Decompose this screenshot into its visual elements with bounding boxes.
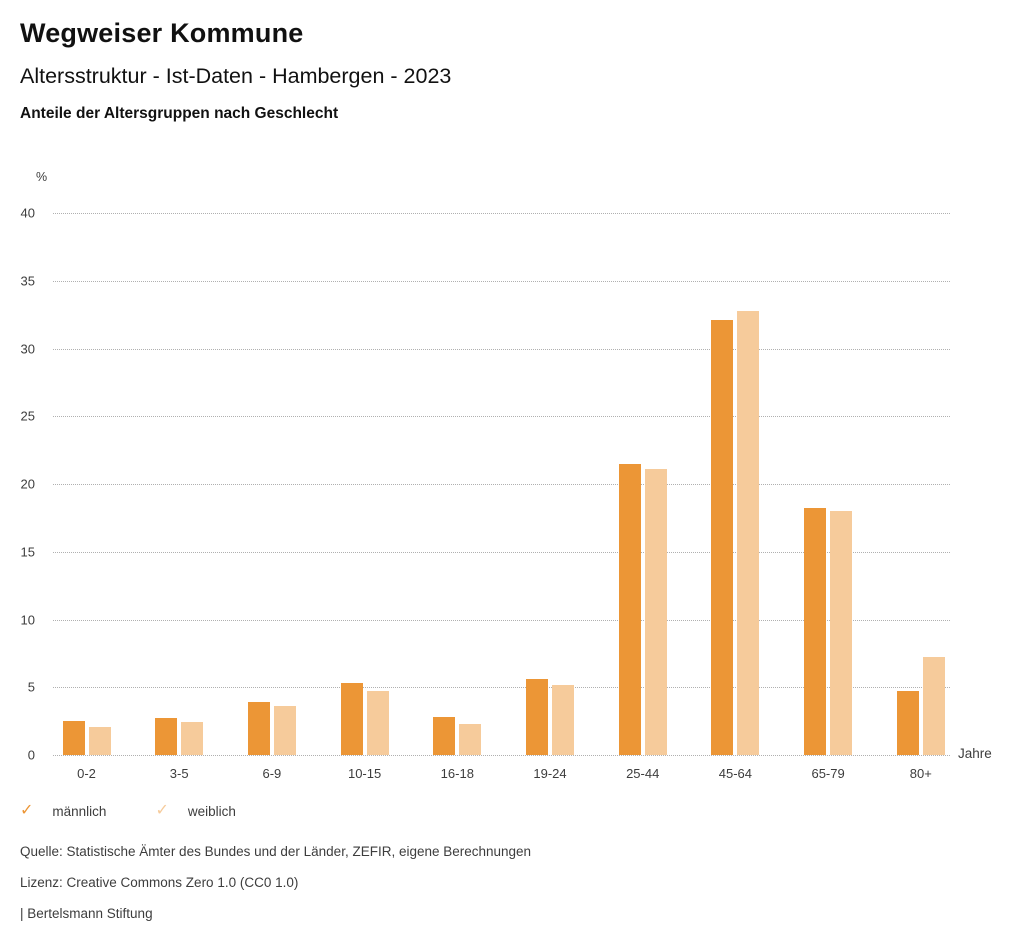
bar-weiblich-19-24[interactable]: [552, 684, 574, 755]
check-icon: ✓: [155, 802, 169, 819]
plot-area: 0 5 10 15 20 25 30 35 40 0-2 3-5 6-9 10-15 16-18 19-24…: [21, 206, 950, 781]
y-tick-label-25: 25: [20, 408, 35, 424]
bar-männlich-3-5[interactable]: [155, 718, 178, 755]
source-note: Quelle: Statistische Ämter des Bundes un…: [20, 844, 532, 859]
y-tick-label-40: 40: [20, 205, 35, 221]
gridline-0: [53, 755, 950, 756]
x-tick-label-10-15: 10-15: [347, 766, 382, 781]
bar-männlich-45-64[interactable]: [711, 320, 734, 755]
bar-weiblich-6-9[interactable]: [273, 706, 296, 755]
bar-männlich-19-24[interactable]: [526, 679, 548, 755]
chart-heading: Anteile der Altersgruppen nach Geschlech…: [20, 105, 339, 122]
x-tick-label-6-9: 6-9: [262, 766, 282, 781]
bar-männlich-25-44[interactable]: [618, 463, 641, 755]
x-axis-unit-label: Jahre: [958, 746, 992, 761]
chart-legend: ✓ männlich ✓ weiblich: [20, 803, 236, 819]
gridline-25: [53, 416, 950, 418]
bar-männlich-0-2[interactable]: [62, 721, 85, 755]
bar-männlich-16-18[interactable]: [433, 717, 456, 755]
license-note: Lizenz: Creative Commons Zero 1.0 (CC0 1…: [20, 875, 299, 890]
y-tick-label-5: 5: [27, 679, 35, 695]
check-icon: ✓: [20, 802, 34, 819]
x-tick-label-19-24: 19-24: [533, 766, 567, 781]
gridline-35: [53, 280, 950, 282]
bar-weiblich-25-44[interactable]: [644, 469, 667, 755]
x-tick-label-80+: 80+: [909, 766, 932, 781]
y-axis-unit-label: %: [36, 170, 48, 184]
attribution-note: | Bertelsmann Stiftung: [20, 906, 153, 921]
y-tick-label-30: 30: [20, 341, 35, 356]
bar-weiblich-10-15[interactable]: [366, 691, 389, 755]
y-tick-label-20: 20: [20, 476, 35, 492]
legend-item-label: weiblich: [187, 803, 236, 819]
x-tick-label-0-2: 0-2: [77, 766, 96, 781]
bar-weiblich-0-2[interactable]: [88, 726, 111, 755]
gridline-30: [53, 348, 950, 350]
bar-weiblich-65-79[interactable]: [830, 511, 853, 755]
y-tick-label-15: 15: [20, 544, 35, 560]
x-tick-label-3-5: 3-5: [169, 766, 189, 781]
x-tick-label-65-79: 65-79: [811, 766, 845, 781]
gridline-5: [53, 687, 950, 689]
legend-item-label: männlich: [52, 803, 107, 819]
legend-item-weiblich[interactable]: ✓ weiblich: [155, 803, 235, 819]
bar-männlich-80+[interactable]: [896, 691, 919, 755]
bar-männlich-65-79[interactable]: [804, 508, 827, 755]
bar-männlich-6-9[interactable]: [247, 702, 270, 755]
y-tick-label-35: 35: [20, 273, 35, 289]
bar-weiblich-3-5[interactable]: [181, 722, 204, 755]
bar-weiblich-16-18[interactable]: [459, 723, 482, 755]
y-tick-label-10: 10: [20, 612, 35, 627]
gridline-40: [53, 213, 950, 214]
legend-item-maennlich[interactable]: ✓ männlich: [20, 803, 106, 819]
gridline-20: [53, 484, 950, 485]
page-title: Wegweiser Kommune: [20, 18, 304, 48]
chart-subtitle: Altersstruktur - Ist-Daten - Hambergen -…: [20, 64, 452, 88]
bar-männlich-10-15[interactable]: [340, 683, 363, 755]
y-tick-label-0: 0: [27, 747, 35, 763]
gridline-10: [53, 619, 950, 621]
x-tick-label-16-18: 16-18: [440, 766, 474, 781]
bar-weiblich-80+[interactable]: [922, 657, 945, 755]
x-tick-label-45-64: 45-64: [718, 766, 753, 781]
x-tick-label-25-44: 25-44: [626, 766, 660, 781]
gridline-15: [53, 551, 950, 553]
bar-weiblich-45-64[interactable]: [737, 310, 760, 755]
